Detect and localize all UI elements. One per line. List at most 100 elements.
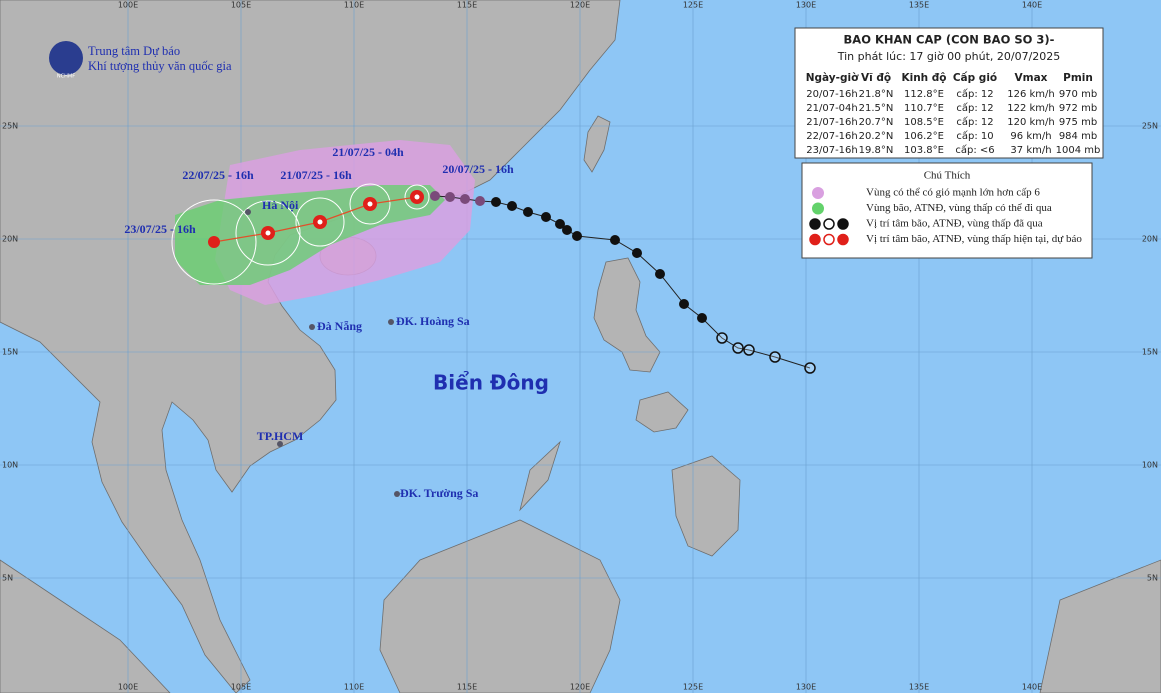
- past-position: [655, 269, 665, 279]
- table-cell: 972 mb: [1059, 103, 1097, 114]
- forecast-time: 20/07/25 - 16h: [442, 162, 514, 176]
- past-position: [697, 313, 707, 323]
- lon-label: 105E: [231, 683, 251, 692]
- table-cell: 22/07-16h: [806, 131, 858, 142]
- table-cell: 126 km/h: [1007, 89, 1055, 100]
- table-cell: 20.7°N: [859, 117, 894, 128]
- info-box: BAO KHAN CAP (CON BAO SO 3)- Tin phát lú…: [794, 27, 1104, 159]
- lon-label: 135E: [909, 683, 929, 692]
- table-header: Kinh độ: [901, 72, 946, 84]
- place-dot: [309, 324, 315, 330]
- lon-label: 130E: [796, 683, 816, 692]
- past-position: [632, 248, 642, 258]
- place-name: ĐK. Trường Sa: [400, 486, 478, 500]
- past-position: [523, 207, 533, 217]
- legend-label: Vị trí tâm bão, ATNĐ, vùng thấp hiện tại…: [866, 233, 1082, 245]
- past-position: [562, 225, 572, 235]
- forecast-time: 21/07/25 - 04h: [332, 145, 404, 159]
- lat-label: 10N: [2, 461, 18, 470]
- place-name: Đà Nẵng: [317, 319, 362, 333]
- info-title: BAO KHAN CAP (CON BAO SO 3)-: [844, 33, 1055, 47]
- lon-label: 110E: [344, 1, 364, 10]
- legend-items: Vùng có thể có gió mạnh lớn hơn cấp 6 Vùn…: [809, 187, 1082, 246]
- legend: Chú Thích Vùng có thể có gió mạnh lớn hơ…: [801, 162, 1093, 259]
- table-cell: 110.7°E: [904, 103, 944, 114]
- lon-label: 120E: [570, 1, 590, 10]
- lat-label: 5N: [1147, 574, 1158, 583]
- table-cell: 122 km/h: [1007, 103, 1055, 114]
- forecast-eye: [317, 219, 323, 225]
- sea-name: Biển Đông: [433, 371, 549, 395]
- legend-swatch: [812, 202, 824, 215]
- legend-panel: [801, 162, 1093, 259]
- legend-label: Vùng có thể có gió mạnh lớn hơn cấp 6: [866, 187, 1040, 199]
- table-cell: 96 km/h: [1010, 131, 1051, 142]
- luzon: [593, 257, 661, 373]
- storm-path-zone: [175, 185, 445, 285]
- table-header: Cấp gió: [953, 71, 997, 84]
- forecast-time: 21/07/25 - 16h: [280, 168, 352, 182]
- forecast-eye: [265, 230, 271, 236]
- legend-swatch: [809, 233, 821, 246]
- legend-swatch: [823, 233, 835, 246]
- lon-label: 125E: [683, 683, 703, 692]
- palawan: [519, 440, 561, 512]
- past-position: [679, 299, 689, 309]
- past-position: [430, 191, 440, 201]
- past-position: [445, 192, 455, 202]
- sumatra: [0, 559, 171, 693]
- logo: NCHMF Trung tâm Dự báo Khí tượng thủy vă…: [49, 41, 232, 80]
- legend-label: Vùng bão, ATNĐ, vùng thấp có thể đi qua: [866, 202, 1052, 214]
- table-cell: 975 mb: [1059, 117, 1097, 128]
- lon-label: 115E: [457, 1, 477, 10]
- lat-label: 5N: [2, 574, 13, 583]
- table-cell: 37 km/h: [1010, 145, 1051, 156]
- forecast-eye: [367, 201, 373, 207]
- lat-label: 15N: [2, 348, 18, 357]
- place-dot: [245, 209, 251, 215]
- forecast-circles: [171, 183, 430, 285]
- place-name: TP.HCM: [257, 429, 304, 443]
- table-cell: 112.8°E: [904, 89, 944, 100]
- forecast-time: 22/07/25 - 16h: [182, 168, 254, 182]
- legend-label: Vị trí tâm bão, ATNĐ, vùng thấp đã qua: [866, 218, 1043, 230]
- legend-swatch: [837, 233, 849, 246]
- past-position: [460, 194, 470, 204]
- table-cell: 984 mb: [1059, 131, 1097, 142]
- new-guinea: [1039, 559, 1161, 693]
- past-position: [491, 197, 501, 207]
- logo-line: Trung tâm Dự báo: [88, 44, 180, 58]
- table-cell: cấp: <6: [955, 144, 994, 156]
- lat-label: 20N: [1142, 235, 1158, 244]
- table-cell: cấp: 12: [956, 102, 993, 114]
- forecast-eye: [414, 194, 420, 200]
- place-name: Hà Nội: [262, 198, 299, 212]
- lon-label: 120E: [570, 683, 590, 692]
- legend-swatch: [823, 218, 835, 230]
- lon-label: 140E: [1022, 1, 1042, 10]
- legend-swatch: [812, 187, 824, 199]
- lat-label: 10N: [1142, 461, 1158, 470]
- past-position: [475, 196, 485, 206]
- lon-label: 100E: [118, 1, 138, 10]
- table-header: Vmax: [1015, 72, 1048, 84]
- logo-line: Khí tượng thủy văn quốc gia: [88, 59, 232, 73]
- table-cell: cấp: 10: [956, 130, 993, 142]
- table-cell: 106.2°E: [904, 131, 944, 142]
- past-position: [555, 219, 565, 229]
- lon-label: 125E: [683, 1, 703, 10]
- table-cell: 970 mb: [1059, 89, 1097, 100]
- table-cell: 19.8°N: [859, 145, 894, 156]
- lat-label: 25N: [1142, 122, 1158, 131]
- past-position: [507, 201, 517, 211]
- table-cell: 20.2°N: [859, 131, 894, 142]
- lon-label: 115E: [457, 683, 477, 692]
- borneo: [379, 519, 621, 693]
- table-cell: 23/07-16h: [806, 145, 858, 156]
- past-position: [716, 332, 728, 344]
- legend-title: Chú Thích: [924, 170, 971, 182]
- lon-label: 105E: [231, 1, 251, 10]
- lat-label: 15N: [1142, 348, 1158, 357]
- forecast-positions: [208, 190, 424, 248]
